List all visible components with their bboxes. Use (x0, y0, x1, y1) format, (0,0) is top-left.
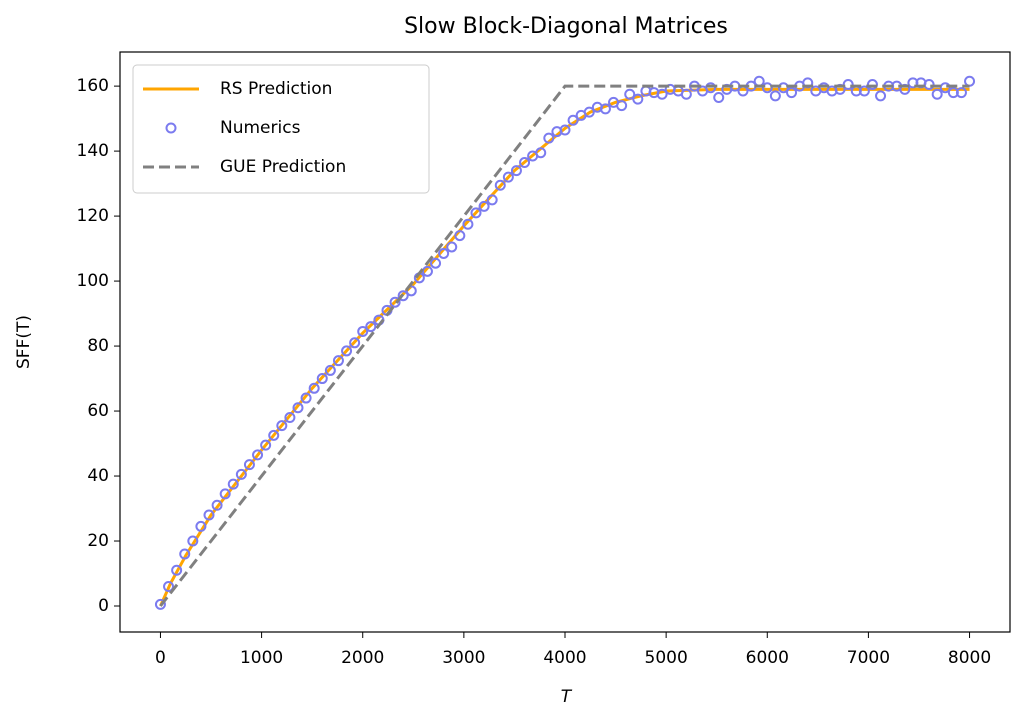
data-point (939, 82, 951, 94)
y-tick-label: 0 (98, 596, 109, 616)
data-point (470, 207, 482, 219)
data-point (510, 165, 522, 177)
data-point (656, 88, 668, 100)
data-point (543, 132, 555, 144)
legend-label: RS Prediction (220, 79, 332, 99)
data-point (446, 241, 458, 253)
legend-marker (165, 122, 177, 134)
x-tick-label: 2000 (341, 648, 384, 668)
data-point (777, 82, 789, 94)
y-tick-label: 140 (77, 141, 109, 161)
x-tick-label: 4000 (543, 648, 586, 668)
legend-label: GUE Prediction (220, 157, 346, 177)
data-point (243, 459, 255, 471)
data-point (187, 535, 199, 547)
data-point (397, 290, 409, 302)
data-point (203, 509, 215, 521)
data-point (955, 87, 967, 99)
data-point (365, 321, 377, 333)
chart-title: Slow Block-Diagonal Matrices (404, 14, 728, 39)
data-point (211, 499, 223, 511)
y-tick-label: 100 (77, 271, 109, 291)
data-point (478, 200, 490, 212)
data-point (486, 194, 498, 206)
data-point (268, 429, 280, 441)
data-point (713, 91, 725, 103)
data-point (438, 247, 450, 259)
data-point (761, 82, 773, 94)
data-point (769, 90, 781, 102)
y-tick-label: 160 (77, 76, 109, 96)
x-tick-label: 3000 (442, 648, 485, 668)
data-point (308, 382, 320, 394)
x-tick-label: 1000 (240, 648, 283, 668)
data-point (494, 179, 506, 191)
legend-label: Numerics (220, 118, 301, 138)
data-point (858, 85, 870, 97)
data-point (931, 88, 943, 100)
data-point (235, 468, 247, 480)
data-point (300, 392, 312, 404)
data-point (567, 114, 579, 126)
data-point (332, 355, 344, 367)
data-point (219, 488, 231, 500)
data-point (705, 82, 717, 94)
data-point (349, 337, 361, 349)
data-point (260, 439, 272, 451)
data-point (454, 230, 466, 242)
x-tick-label: 6000 (746, 648, 789, 668)
data-point (154, 598, 166, 610)
y-tick-label: 40 (87, 466, 109, 486)
data-point (964, 75, 976, 87)
data-point (389, 296, 401, 308)
y-tick-label: 120 (77, 206, 109, 226)
y-axis-label: SFF(T) (14, 315, 34, 369)
data-point (866, 78, 878, 90)
data-point (875, 90, 887, 102)
data-point (842, 78, 854, 90)
data-point (292, 402, 304, 414)
legend-box (132, 64, 430, 194)
data-point (535, 147, 547, 159)
data-point (276, 420, 288, 432)
data-point (179, 548, 191, 560)
data-point (462, 218, 474, 230)
data-point (786, 87, 798, 99)
data-point (324, 364, 336, 376)
data-point (923, 78, 935, 90)
data-point (163, 581, 175, 593)
data-point (753, 75, 765, 87)
y-tick-label: 60 (87, 401, 109, 421)
x-tick-label: 0 (155, 648, 166, 668)
x-tick-label: 5000 (645, 648, 688, 668)
data-point (421, 265, 433, 277)
data-point (195, 520, 207, 532)
data-point (559, 124, 571, 136)
data-point (624, 88, 636, 100)
data-point (583, 106, 595, 118)
dashed-line (159, 84, 970, 607)
y-tick-label: 80 (87, 336, 109, 356)
data-point (341, 345, 353, 357)
data-point (316, 373, 328, 385)
data-point (680, 88, 692, 100)
x-axis-label: T (561, 687, 573, 707)
data-point (599, 103, 611, 115)
data-point (632, 93, 644, 105)
data-point (519, 156, 531, 168)
data-point (284, 412, 296, 424)
x-tick-label: 8000 (948, 648, 991, 668)
y-tick-label: 20 (87, 531, 109, 551)
line (159, 87, 970, 607)
data-point (430, 257, 442, 269)
data-point (616, 100, 628, 112)
data-point (227, 478, 239, 490)
data-point (502, 171, 514, 183)
data-point (171, 564, 183, 576)
data-point (357, 325, 369, 337)
plot-frame (119, 51, 1011, 633)
x-tick-label: 7000 (847, 648, 890, 668)
data-point (252, 449, 264, 461)
